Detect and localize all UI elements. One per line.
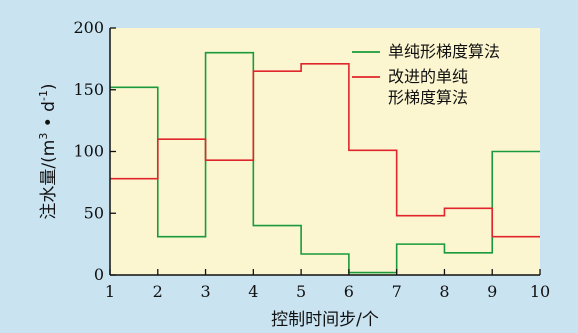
x-tick-label-7: 7 (392, 282, 402, 301)
series-line-1 (110, 51, 540, 274)
y-axis-label-prefix: 注水量/(m (39, 140, 59, 220)
x-tick-label-1: 1 (105, 282, 115, 301)
plot-area (110, 28, 540, 275)
y-axis-label: 注水量/(m3 • d-1) (37, 83, 59, 219)
x-tick-label-10: 10 (530, 282, 550, 301)
y-tick-label-100: 100 (73, 142, 104, 161)
y-axis-label-middle: • d (39, 101, 59, 133)
series-layer (110, 51, 540, 274)
series-line-2 (110, 63, 540, 238)
y-tick-label-0: 0 (94, 265, 104, 284)
y-tick-label-200: 200 (73, 18, 104, 37)
x-tick-label-6: 6 (344, 282, 354, 301)
x-tick-label-2: 2 (153, 282, 163, 301)
legend-label-1-1: 单纯形梯度算法 (388, 42, 500, 61)
legend-label-2-2: 形梯度算法 (388, 88, 468, 107)
x-tick-label-4: 4 (248, 282, 258, 301)
y-axis-label-sup1: 3 (37, 133, 50, 140)
y-axis-label-sup2: -1 (37, 90, 50, 101)
x-tick-label-9: 9 (487, 282, 497, 301)
y-tick-label-50: 50 (84, 203, 104, 222)
x-tick-label-5: 5 (296, 282, 306, 301)
legend-label-2-1: 改进的单纯 (388, 67, 468, 86)
y-tick-label-150: 150 (73, 80, 104, 99)
x-axis-label: 控制时间步/个 (271, 310, 379, 330)
x-tick-label-8: 8 (439, 282, 449, 301)
x-tick-label-3: 3 (200, 282, 210, 301)
y-axis-label-suffix: ) (39, 83, 59, 90)
